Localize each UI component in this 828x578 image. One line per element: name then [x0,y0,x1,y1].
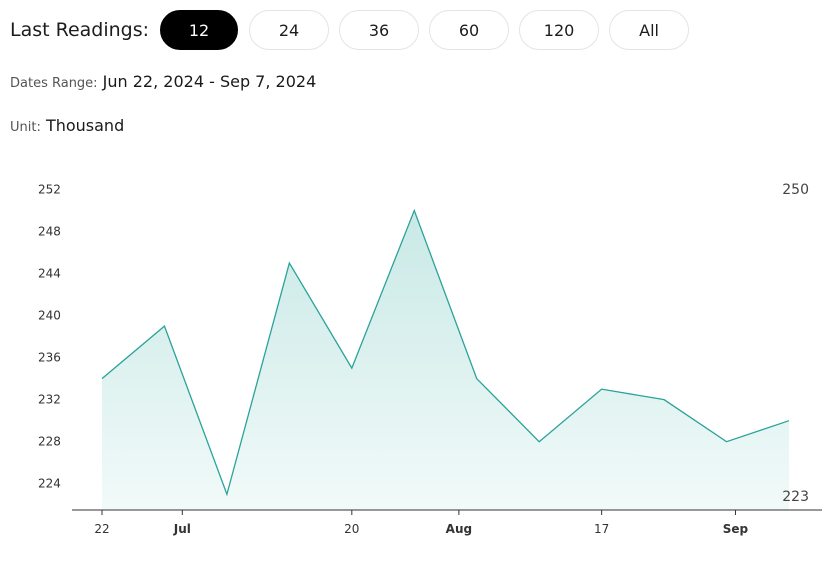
y-tick-label: 224 [38,477,61,491]
readings-options: 12 24 36 60 120 All [160,10,699,50]
readings-option-36[interactable]: 36 [339,10,420,50]
readings-option-120[interactable]: 120 [519,10,600,50]
max-value-label: 250 [782,182,809,198]
y-tick-label: 252 [38,183,61,197]
last-readings-label: Last Readings: [10,19,150,41]
x-tick-label: 20 [344,522,359,536]
dates-range-key: Dates Range: [10,76,98,91]
readings-option-12[interactable]: 12 [160,10,239,50]
y-tick-label: 244 [38,267,61,281]
last-readings-bar: Last Readings: 12 24 36 60 120 All [10,10,699,50]
y-tick-label: 232 [38,393,61,407]
series-line [101,208,790,497]
unit-info: Unit: Thousand [10,116,124,135]
x-tick-label: 17 [594,522,609,536]
unit-key: Unit: [10,120,41,135]
x-tick-label: 22 [94,522,109,536]
x-tick-label: Sep [723,522,749,536]
y-tick-label: 240 [38,309,61,323]
area-chart: 224 228 232 236 240 244 248 252 22 Jul 20 Aug 17 Sep 2… [38,182,822,536]
dates-range: Dates Range: Jun 22, 2024 - Sep 7, 2024 [10,72,316,91]
readings-option-all[interactable]: All [609,10,690,50]
min-value-label: 223 [782,489,809,505]
y-tick-label: 228 [38,435,61,449]
dates-range-value: Jun 22, 2024 - Sep 7, 2024 [102,72,317,91]
x-tick-label: Aug [446,522,472,536]
unit-value: Thousand [45,116,125,135]
y-tick-label: 236 [38,351,61,365]
y-tick-label: 248 [38,225,61,239]
x-tick-label: Jul [173,522,191,536]
readings-option-24[interactable]: 24 [249,10,330,50]
area-fill [102,210,789,510]
readings-option-60[interactable]: 60 [429,10,510,50]
